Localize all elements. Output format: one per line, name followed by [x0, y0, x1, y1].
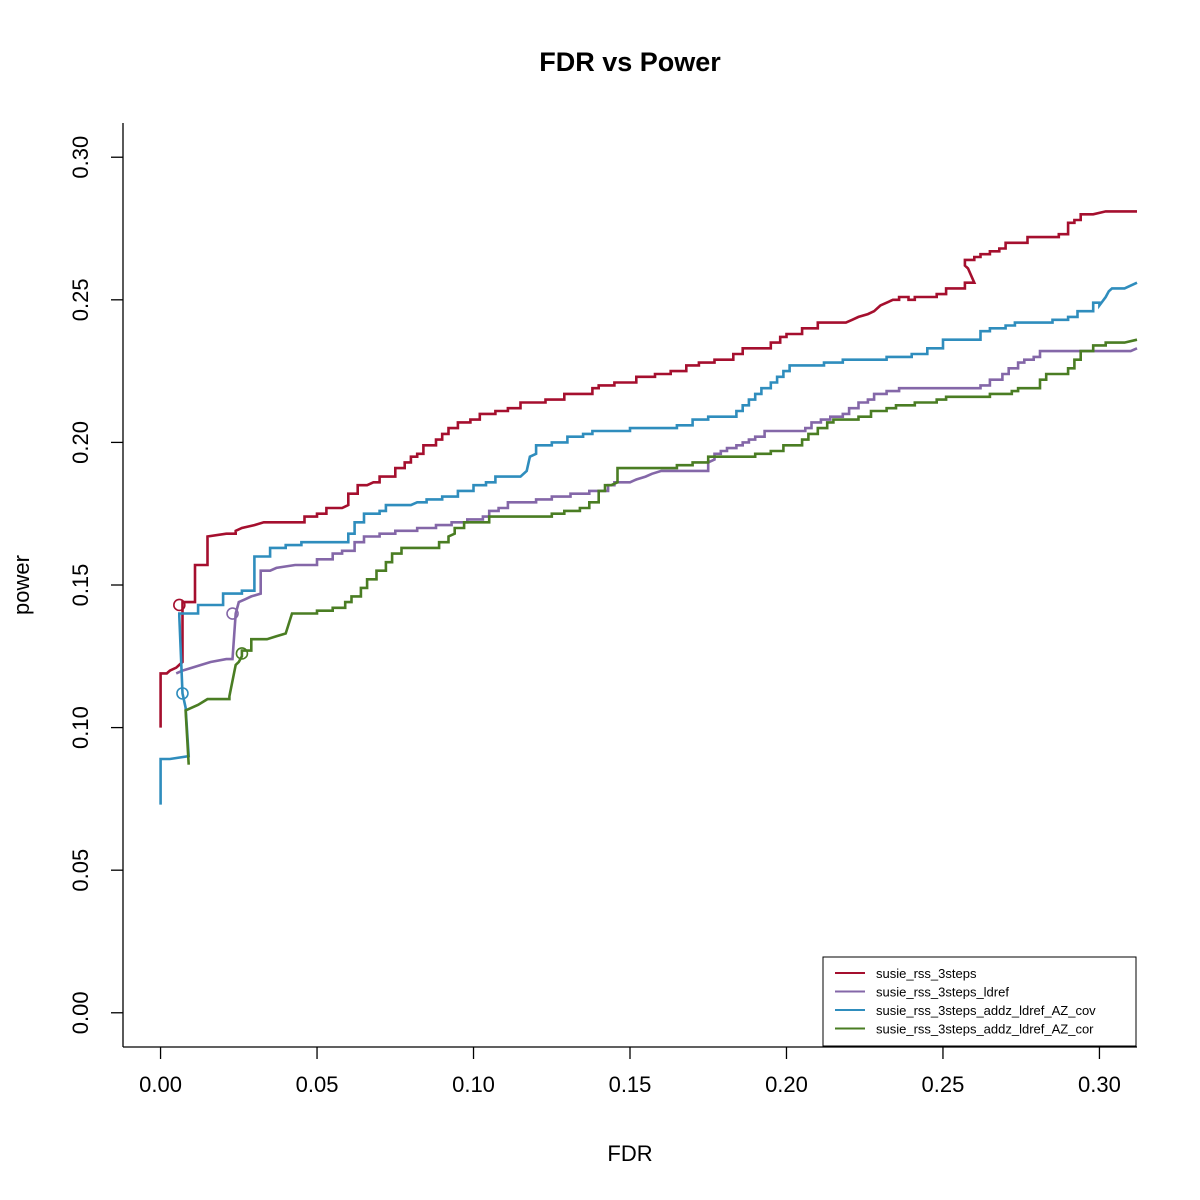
- x-tick-label: 0.25: [922, 1072, 965, 1097]
- legend-label: susie_rss_3steps_addz_ldref_AZ_cov: [876, 1003, 1096, 1018]
- y-tick-label: 0.10: [68, 706, 93, 749]
- legend: susie_rss_3steps susie_rss_3steps_ldrefsu…: [822, 956, 1137, 1047]
- series-line-3: [159, 281, 1138, 805]
- series-marker-1: [173, 598, 186, 612]
- x-axis-label: FDR: [607, 1141, 652, 1166]
- series-line-1: [159, 210, 1137, 728]
- series-line-2: [175, 347, 1138, 675]
- series-group: [159, 210, 1138, 805]
- series-marker-3: [176, 687, 189, 700]
- y-axis-label: power: [9, 555, 34, 615]
- x-tick-label: 0.05: [296, 1072, 339, 1097]
- x-tick-label: 0.15: [609, 1072, 652, 1097]
- chart-title: FDR vs Power: [539, 47, 721, 77]
- y-tick-label: 0.05: [68, 849, 93, 892]
- x-tick-label: 0.20: [765, 1072, 808, 1097]
- legend-label: susie_rss_3steps_addz_ldref_AZ_cor: [876, 1022, 1094, 1037]
- axes: 0.00 0.05 0.10 0.15 0.20 0.25 0.30 0.00 0.05 0.10…: [68, 123, 1137, 1097]
- series-marker-2: [226, 607, 239, 620]
- legend-box: [822, 956, 1137, 1047]
- y-tick-label: 0.25: [68, 278, 93, 321]
- x-tick-label: 0.00: [139, 1072, 182, 1097]
- y-tick-label: 0.15: [68, 564, 93, 607]
- x-tick-label: 0.10: [452, 1072, 495, 1097]
- y-tick-label: 0.00: [68, 991, 93, 1034]
- y-tick-label: 0.30: [68, 136, 93, 179]
- legend-label: susie_rss_3steps: [876, 966, 977, 981]
- legend-label: susie_rss_3steps_ldref: [876, 985, 1009, 1000]
- series-marker-4: [235, 647, 249, 660]
- y-tick-label: 0.20: [68, 421, 93, 464]
- x-tick-label: 0.30: [1078, 1072, 1121, 1097]
- series-line-4: [184, 338, 1138, 765]
